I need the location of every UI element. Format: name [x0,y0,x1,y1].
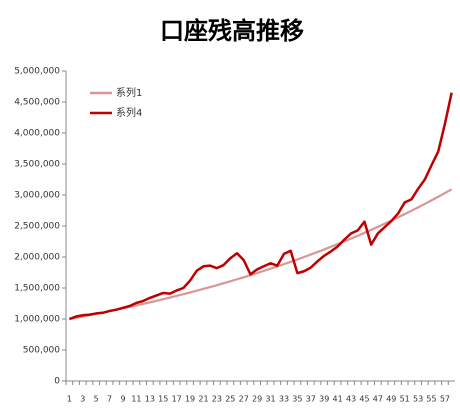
x-tick-label: 53 [413,395,423,404]
x-tick-label: 25 [225,395,235,404]
x-tick-label: 43 [346,395,356,404]
y-tick-label: 5,000,000 [14,67,60,77]
y-tick-label: 0 [54,377,60,387]
y-tick-label: 3,000,000 [14,191,60,201]
series-line [68,92,453,321]
y-tick-label: 2,500,000 [14,222,60,232]
x-tick-label: 55 [426,395,436,404]
x-tick-label: 37 [306,395,316,404]
x-tick-label: 7 [107,395,112,404]
x-tick-label: 9 [120,395,125,404]
y-tick-label: 3,500,000 [14,160,60,170]
x-tick-label: 11 [131,395,141,404]
x-tick-label: 31 [265,395,275,404]
x-tick-label: 27 [239,395,249,404]
x-tick-label: 49 [386,395,396,404]
x-tick-label: 13 [145,395,155,404]
x-tick-label: 33 [279,395,289,404]
legend-label: 系列4 [116,106,142,119]
x-tick-label: 5 [94,395,99,404]
x-tick-label: 41 [333,395,343,404]
legend-label: 系列1 [116,86,142,99]
x-tick-label: 19 [185,395,195,404]
x-tick-label: 39 [319,395,329,404]
y-tick-label: 1,000,000 [14,315,60,325]
x-tick-label: 57 [440,395,450,404]
x-tick-label: 1 [67,395,72,404]
x-tick-label: 3 [80,395,85,404]
x-tick-label: 15 [158,395,168,404]
y-tick-label: 500,000 [23,346,60,356]
x-tick-label: 17 [172,395,182,404]
y-tick-label: 4,000,000 [14,129,60,139]
x-tick-label: 45 [359,395,369,404]
y-tick-label: 4,500,000 [14,98,60,108]
chart-title: 口座残高推移 [160,17,304,45]
x-tick-label: 29 [252,395,262,404]
x-tick-label: 23 [212,395,222,404]
series-line [69,188,453,321]
x-tick-label: 21 [198,395,208,404]
x-tick-label: 51 [400,395,410,404]
x-tick-label: 47 [373,395,383,404]
x-tick-label: 35 [292,395,302,404]
y-tick-label: 1,500,000 [14,284,60,294]
y-tick-label: 2,000,000 [14,253,60,263]
